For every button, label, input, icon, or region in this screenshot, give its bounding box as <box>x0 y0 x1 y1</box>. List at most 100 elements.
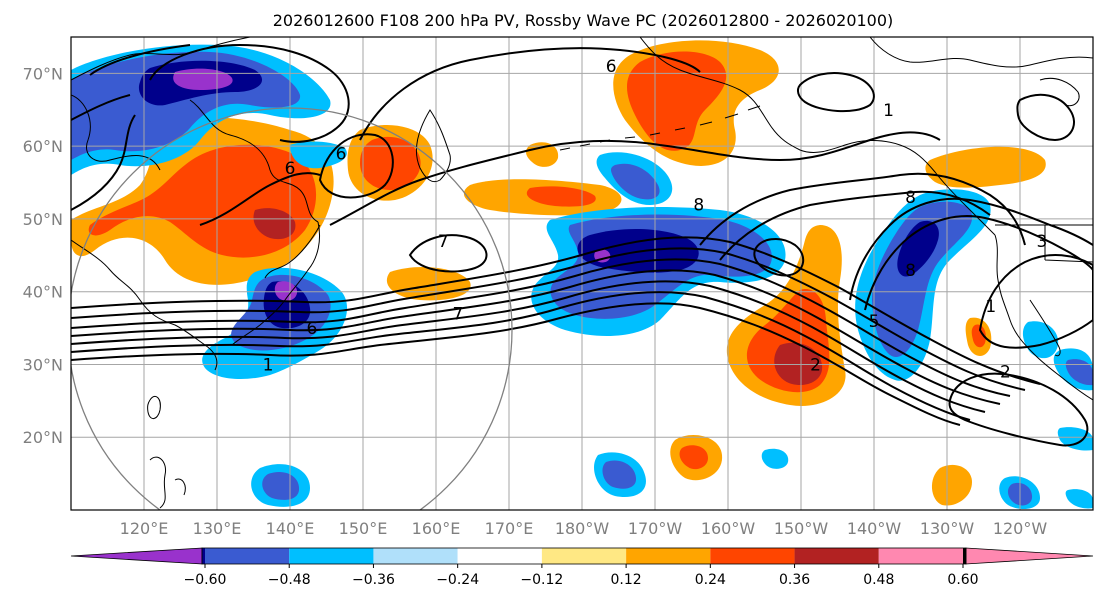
negative-anomaly-region <box>761 448 789 469</box>
north-america-coastline <box>994 234 1093 401</box>
latitude-tick-label: 40°N <box>23 283 63 302</box>
colorbar-swatch <box>963 548 966 564</box>
jet-contour <box>71 247 1026 391</box>
subtropical-closed-contour <box>948 372 1089 447</box>
contour-labels: 61668857831765122 <box>263 57 1048 383</box>
contour-label: 8 <box>693 195 704 215</box>
colorbar-swatch <box>457 548 542 564</box>
trough-contour <box>849 197 1093 301</box>
contour-label: 7 <box>438 232 449 252</box>
contour-label: 3 <box>1036 232 1047 252</box>
contour-label: 7 <box>452 305 463 325</box>
colorbar-tick-label: −0.12 <box>520 572 563 588</box>
polar-contour <box>149 43 350 143</box>
positive-anomaly-region <box>931 464 972 506</box>
contour-label: 1 <box>985 297 996 317</box>
alaska-coastline <box>639 37 996 236</box>
closed-contour <box>753 238 805 277</box>
colorbar-swatch <box>878 548 963 564</box>
longitude-tick-label: 180°W <box>555 519 610 538</box>
jet-contour <box>71 258 1011 397</box>
northern-contour <box>329 131 941 226</box>
colorbar-max-extension <box>965 547 1094 565</box>
colorbar-tick-label: 0.36 <box>779 572 810 588</box>
longitude-tick-label: 140°E <box>266 519 315 538</box>
contour-label: 1 <box>883 101 894 121</box>
longitude-tick-label: 130°W <box>920 519 975 538</box>
contour-label: 2 <box>1000 363 1011 383</box>
baja-california-coastline <box>1029 299 1061 357</box>
trough-contour <box>864 215 1093 311</box>
polar-contour <box>71 44 191 121</box>
contour-label: 5 <box>869 312 880 332</box>
extreme-negative-anomaly-region <box>173 68 233 90</box>
colorbar-tick-label: −0.60 <box>184 572 227 588</box>
graticule <box>71 37 1093 510</box>
longitude-tick-label: 170°E <box>485 519 534 538</box>
contour-label: 6 <box>285 159 296 179</box>
colorbar-tick-label: −0.48 <box>268 572 311 588</box>
strong-positive-anomaly-region <box>526 186 596 207</box>
northern-contour <box>359 47 701 141</box>
longitude-tick-label: 150°W <box>774 519 829 538</box>
colorbar-tick-label: 0.24 <box>695 572 726 588</box>
colorbar-tick-label: 0.48 <box>863 572 894 588</box>
jet-contour <box>71 236 1041 385</box>
colorbar-outline <box>201 547 967 565</box>
longitude-tick-label: 160°E <box>412 519 461 538</box>
colorbar-swatch <box>289 548 374 564</box>
colorbar-tick-label: 0.60 <box>947 572 978 588</box>
jet-contour <box>71 291 971 421</box>
colorbar-swatch <box>205 548 290 564</box>
polar-contour <box>796 72 875 113</box>
map-panel: 61668857831765122 <box>71 37 1093 510</box>
colorbar-swatch <box>794 548 879 564</box>
colorbar: −0.60 −0.48 −0.36 −0.24 −0.12 0.12 0.24 0.36 0.4… <box>70 547 1094 588</box>
colorbar-swatch <box>373 548 458 564</box>
contour-label: 6 <box>606 57 617 77</box>
closed-contour <box>318 133 394 199</box>
extreme-negative-anomaly-region <box>274 281 298 301</box>
longitude-tick-label: 130°E <box>193 519 242 538</box>
longitude-tick-label: 150°E <box>339 519 388 538</box>
colorbar-tick-label: −0.36 <box>352 572 395 588</box>
jet-contour <box>71 280 986 413</box>
contour-label: 6 <box>336 144 347 164</box>
pv-contours <box>71 43 1093 447</box>
longitude-tick-label: 160°W <box>701 519 756 538</box>
arctic-coastline <box>869 37 1093 68</box>
alaska-ridge-contour <box>719 190 991 261</box>
contour-label: 8 <box>905 188 916 208</box>
alaska-ridge-contour <box>699 172 1026 246</box>
moderate-negative-anomaly-region <box>1065 359 1093 386</box>
longitude-tick-labels: 120°E 130°E 140°E 150°E 160°E 170°E 180°W 170°W… <box>120 519 1048 538</box>
latitude-tick-label: 70°N <box>23 64 63 83</box>
latitude-tick-label: 20°N <box>23 428 63 447</box>
jet-contour <box>71 302 961 426</box>
colorbar-swatch <box>541 548 627 564</box>
reference-circle <box>71 107 513 510</box>
very-strong-positive-anomaly-region <box>253 208 296 240</box>
kamchatka-coastline <box>415 109 451 183</box>
longitude-tick-label: 170°W <box>628 519 683 538</box>
closed-contour <box>408 234 488 273</box>
contour-label: 8 <box>905 261 916 281</box>
negative-anomaly-region <box>1065 489 1093 509</box>
strong-negative-anomaly-region <box>263 281 311 329</box>
jet-contour <box>71 269 1001 405</box>
taiwan-coastline <box>147 395 161 419</box>
contour-label: 1 <box>263 355 274 375</box>
map-title: 2026012600 F108 200 hPa PV, Rossby Wave … <box>273 11 894 30</box>
latitude-tick-label: 30°N <box>23 355 63 374</box>
positive-anomaly-region <box>925 146 1046 188</box>
colorbar-swatch <box>202 548 205 564</box>
japan-coastline <box>231 221 321 346</box>
moderate-negative-anomaly-region <box>602 460 637 489</box>
colorbar-tick-label: −0.24 <box>436 572 479 588</box>
colorbar-tick-label: 0.12 <box>611 572 642 588</box>
strong-positive-anomaly-region <box>360 136 421 190</box>
colorbar-swatch <box>710 548 795 564</box>
latitude-tick-labels: 70°N 60°N 50°N 40°N 30°N 20°N <box>23 64 63 447</box>
strong-positive-anomaly-region <box>971 324 986 348</box>
